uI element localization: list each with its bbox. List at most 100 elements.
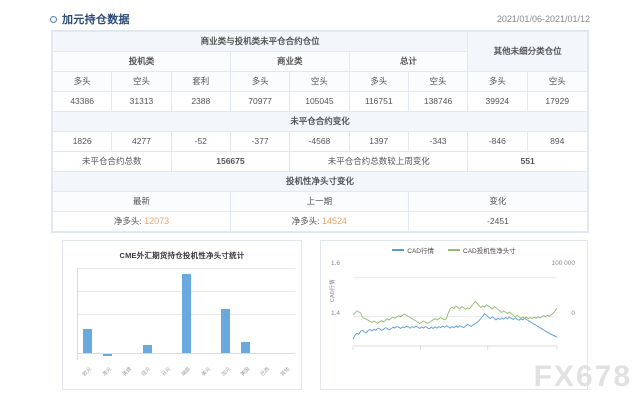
line-chart-legend: CAD行情 CAD投机性净头寸 [321,241,587,255]
column-header-6: 空头 [407,71,469,92]
line-chart-plot-area: 1.6 1.4 100 000 0 CAD行情 [327,258,581,366]
legend-label-cad-rate: CAD行情 [407,248,434,255]
bar-slot [137,268,157,354]
legend-dash-cad-rate [392,249,405,251]
x-label-slot: 巴西 [255,366,275,377]
position-value-5: 116751 [348,91,409,112]
x-label-slot: 纽元 [137,366,157,378]
column-header-8: 空头 [526,71,588,92]
x-axis-label: 英镑 [121,366,133,378]
bar [181,274,191,354]
bar-slot [256,268,276,354]
subgroup-total: 总计 [348,51,469,72]
x-axis-label: 欧元 [81,366,93,378]
net-latest-value: 12073 [144,216,170,226]
change-value-8: 894 [526,131,588,152]
position-value-1: 31313 [111,91,172,112]
x-axis-label: 加元 [220,366,232,378]
subgroup-speculative: 投机类 [52,51,231,72]
x-label-slot: 澳元 [97,366,117,377]
x-label-slot: 美国 [236,366,256,378]
bar-chart-baseline [78,352,295,354]
x-label-slot: 瑞郎 [176,366,196,378]
x-axis-label: 美国 [240,366,252,378]
legend-dash-cad-net-position [448,249,460,251]
bar-slot [196,268,216,354]
legend-item-cad-rate: CAD行情 [392,245,434,255]
position-value-4: 105045 [289,91,350,112]
section-label-change: 未平仓合约变化 [52,111,588,132]
bar-slot [236,268,256,354]
change-value-1: 4277 [111,131,172,152]
table-row-change-label: 未平仓合约变化 [52,111,588,132]
x-axis-label: 日元 [160,366,173,378]
net-change-value: -2451 [407,211,589,232]
column-header-0: 多头 [51,71,113,92]
y-tick-right-top: 100 000 [551,260,576,267]
x-label-slot: 加元 [216,366,236,378]
net-column-previous: 上一期 [229,191,409,212]
line-series [352,313,558,340]
table-row-net-values: 净多头: 12073 净多头: 14524 -2451 [52,211,589,232]
line-series [352,300,558,324]
column-header-2: 套利 [170,71,231,92]
x-label-slot: 欧元 [77,366,97,378]
table-row-totals: 未平仓合约总数 156675 未平仓合约总数较上周变化 551 [52,151,588,172]
bar-slot [98,268,118,357]
group-header-other: 其他未细分类仓位 [467,31,588,72]
page-title: 加元持仓数据 [62,14,130,26]
net-previous-value: 14524 [322,216,348,226]
column-header-7: 多头 [467,71,528,92]
total-label: 未平仓合约总数 [52,151,172,172]
x-axis-label: 纽元 [141,366,153,378]
position-value-0: 43386 [51,91,113,112]
x-label-slot: 其他 [275,366,295,377]
net-latest-label: 净多头: [113,216,142,226]
bar [241,342,251,354]
title-group: 加元持仓数据 [50,11,130,27]
x-axis-label: 美元 [200,366,212,378]
x-label-slot: 英镑 [117,366,137,378]
y-tick-right-zero: 0 [571,310,575,317]
table-row-positions: 43386 31313 2388 70977 105045 116751 138… [51,91,588,112]
net-previous-label: 净多头: [291,216,320,226]
line-chart-panel: CAD行情 CAD投机性净头寸 1.6 1.4 100 000 0 CAD行情 [320,240,588,390]
change-value-6: -343 [407,131,469,152]
net-previous-cell: 净多头: 14524 [229,211,409,232]
position-value-8: 17929 [526,91,588,112]
line-chart-svg [352,277,558,350]
circle-icon [50,15,57,23]
table-row-changes: 1826 4277 -52 -377 -4568 1397 -343 -846 … [51,131,588,152]
bar-slot [78,268,98,354]
x-label-slot: 美元 [196,366,216,378]
bar-chart-panel: CME外汇期货持仓投机性净头寸统计 欧元 澳元 英镑 纽元 日元 瑞郎 美元 加元 美国 巴西 其他 [62,240,302,390]
total-change-value: 551 [467,151,588,172]
x-axis-label: 瑞郎 [180,366,192,378]
net-column-change: 变化 [407,191,589,212]
bar-series [78,268,295,357]
y-tick-left-mid: 1.4 [331,310,341,317]
net-latest-cell: 净多头: 12073 [52,211,231,232]
bar-chart-bars-region [77,268,295,360]
change-value-3: -377 [229,131,291,152]
change-value-2: -52 [170,131,231,152]
position-value-2: 2388 [170,91,231,112]
bar [83,328,93,354]
change-value-0: 1826 [51,131,113,152]
column-header-5: 多头 [348,71,409,92]
change-value-4: -4568 [289,131,350,152]
total-value: 156675 [170,151,291,172]
net-column-latest: 最新 [52,191,231,212]
bar-chart-plot-area: 欧元 澳元 英镑 纽元 日元 瑞郎 美元 加元 美国 巴西 其他 [63,268,301,378]
bar [103,353,113,357]
table-row-net-label: 投机性净头寸变化 [52,171,588,192]
bar-slot [275,268,295,354]
section-label-net-position: 投机性净头寸变化 [52,171,588,192]
table-row-columns: 多头 空头 套利 多头 空头 多头 空头 多头 空头 [51,71,588,92]
bar-slot [216,268,236,354]
change-value-7: -846 [467,131,528,152]
column-header-4: 空头 [289,71,350,92]
table-row-net-columns: 最新 上一期 变化 [52,191,589,212]
legend-item-cad-net-position: CAD投机性净头寸 [448,245,516,255]
